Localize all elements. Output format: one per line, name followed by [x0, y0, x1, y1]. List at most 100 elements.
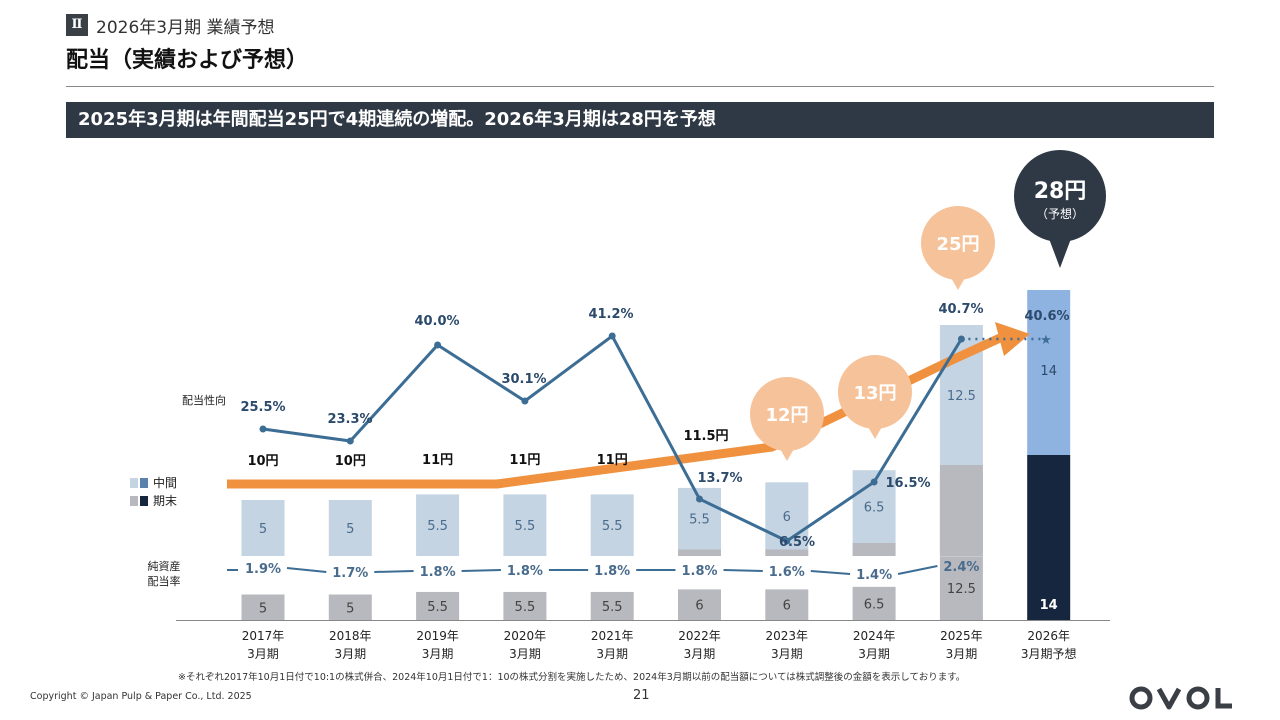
doe-label: 1.8%	[420, 565, 456, 580]
x-tick-label-year: 2020年	[504, 629, 547, 643]
x-tick-label-period: 3月期	[334, 647, 366, 661]
x-tick-label-period: 3月期	[771, 647, 803, 661]
annual-dividend-label: 11円	[509, 453, 540, 468]
x-tick-label-year: 2017年	[242, 629, 285, 643]
payout-ratio-series-label: 配当性向	[182, 393, 226, 407]
bar-year-end	[503, 591, 547, 620]
payout-ratio-point	[696, 495, 703, 503]
annual-dividend-label: 11.5円	[683, 429, 728, 444]
payout-ratio-point	[521, 397, 529, 405]
payout-ratio-label: 23.3%	[327, 412, 372, 427]
bar-interim-2025-year-end	[939, 473, 983, 553]
bar-interim-label: 6	[783, 510, 791, 525]
trend-arrowhead	[995, 322, 1030, 356]
doe-series-label-line1: 純資産	[148, 560, 181, 573]
x-tick-label-year: 2022年	[678, 629, 721, 643]
x-tick-label-year: 2026年	[1027, 629, 1070, 643]
x-tick-label-period: 3月期	[684, 647, 716, 661]
legend-interim-swatch-actual	[130, 478, 138, 488]
copyright: Copyright © Japan Pulp & Paper Co., Ltd.…	[30, 691, 252, 702]
legend-year-end-swatch-actual	[130, 496, 138, 506]
annual-dividend-label: 10円	[335, 454, 366, 469]
doe-line-segment	[810, 570, 851, 575]
payout-ratio-point	[957, 335, 965, 343]
bar-interim	[328, 500, 372, 556]
x-tick-label-period: 3月期	[247, 647, 279, 661]
doe-line-segment	[374, 570, 414, 573]
bar-year-end	[416, 591, 460, 620]
legend-interim-label: 中間	[153, 475, 177, 490]
dividend-callout-text: 12円	[765, 405, 808, 426]
dividend-callout-bubble	[838, 355, 912, 429]
ovol-logo	[1129, 686, 1232, 710]
doe-line-segment	[286, 567, 327, 573]
bar-year-end-label: 5	[259, 601, 267, 616]
doe-series-label-line2: 配当率	[148, 574, 181, 588]
doe-label: 1.6%	[769, 565, 805, 580]
bar-year-end	[939, 556, 983, 620]
headline-banner: 2025年3月期は年間配当25円で4期連続の増配。2026年3月期は28円を予想	[66, 102, 1214, 138]
doe-label: 1.7%	[332, 566, 368, 581]
payout-ratio-label: 25.5%	[240, 400, 285, 415]
doe-line-segment	[461, 569, 501, 572]
bar-year-end	[765, 589, 809, 620]
bar-interim-extra	[765, 549, 809, 556]
bar-year-end-label: 14	[1040, 598, 1058, 613]
dividend-callout-text: 25円	[936, 234, 979, 255]
section-badge: Ⅱ	[66, 14, 88, 36]
x-tick-label-year: 2021年	[591, 629, 634, 643]
bar-interim	[503, 494, 547, 556]
payout-ratio-label: 30.1%	[501, 372, 546, 387]
doe-label: 1.9%	[245, 562, 281, 577]
x-tick-label-year: 2023年	[766, 629, 809, 643]
bar-interim-label: 12.5	[947, 389, 976, 404]
payout-ratio-label: 6.5%	[779, 535, 815, 550]
x-tick-label-period: 3月期	[509, 647, 541, 661]
x-tick-label-year: 2019年	[416, 629, 459, 643]
bar-year-end	[328, 594, 372, 620]
x-tick-label-year: 2024年	[853, 629, 896, 643]
section-label: 2026年3月期 業績予想	[96, 17, 275, 38]
footnote: ※それぞれ2017年10月1日付で10:1の株式併合、2024年10月1日付で1…	[178, 672, 966, 683]
bar-interim	[1027, 290, 1071, 455]
payout-ratio-point	[608, 332, 616, 340]
payout-ratio-point	[434, 341, 442, 349]
forecast-callout-value: 28円	[1034, 179, 1087, 204]
dividend-callout-tail	[867, 425, 883, 439]
bar-year-end-label: 6.5	[864, 597, 885, 612]
x-tick-label-period: 3月期	[858, 647, 890, 661]
dividend-callout-bubble	[750, 377, 824, 451]
x-tick-label-period: 3月期予想	[1021, 646, 1077, 661]
page-title: 配当（実績および予想）	[66, 48, 309, 73]
section-header: Ⅱ 2026年3月期 業績予想	[66, 12, 274, 38]
bar-interim-extra	[852, 543, 896, 556]
bar-interim-label: 6.5	[864, 501, 885, 516]
bar-year-end	[678, 589, 721, 620]
bar-interim-label: 5.5	[602, 519, 623, 534]
forecast-callout-tail	[1048, 236, 1072, 268]
dividend-callout-tail	[950, 276, 966, 290]
bar-year-end-label: 5.5	[602, 600, 623, 615]
doe-label: 2.4%	[943, 560, 979, 575]
bar-year-end	[852, 586, 896, 620]
bar-interim-label: 5.5	[515, 519, 536, 534]
x-tick-label-period: 3月期	[946, 647, 978, 661]
bar-year-end-label: 5.5	[515, 600, 536, 615]
payout-ratio-point	[259, 425, 267, 433]
dividend-callout-text: 13円	[853, 383, 896, 404]
payout-ratio-forecast-point: ★	[1040, 333, 1052, 348]
bar-interim-label: 5	[259, 522, 267, 537]
dividend-callout-bubble	[921, 206, 995, 280]
payout-ratio-point	[783, 537, 791, 545]
bar-year-end-label: 6	[783, 599, 791, 614]
bar-interim	[241, 500, 285, 556]
x-tick-label-period: 3月期	[422, 647, 454, 661]
bar-year-end-label: 6	[695, 599, 703, 614]
bar-interim	[416, 494, 460, 556]
doe-line-segment	[723, 569, 763, 572]
bar-year-end	[1027, 455, 1071, 620]
annual-dividend-label: 11円	[422, 453, 453, 468]
payout-ratio-label: 41.2%	[588, 307, 633, 322]
payout-ratio-point	[870, 478, 878, 486]
